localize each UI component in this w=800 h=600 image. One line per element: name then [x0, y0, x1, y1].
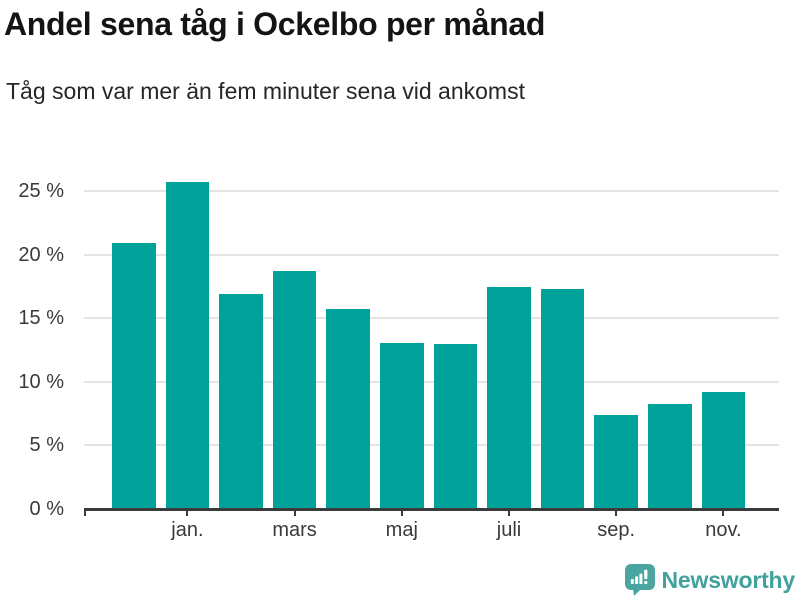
- bar-month-8: [487, 286, 531, 509]
- bar-month-5: [326, 309, 370, 509]
- bar-month-1: [112, 243, 156, 509]
- y-axis-labels: 0 % 5 % 10 % 15 % 20 % 25 %: [0, 0, 64, 600]
- brand-name: Newsworthy: [661, 567, 796, 593]
- x-axis-tick: [400, 510, 403, 516]
- gridline-20: [84, 253, 779, 256]
- y-axis-label: 25 %: [18, 180, 64, 203]
- x-axis-label: nov.: [705, 519, 742, 541]
- gridline-15: [84, 317, 779, 320]
- chart-title: Andel sena tåg i Ockelbo per månad: [4, 6, 546, 42]
- bar-month-6: [380, 342, 424, 509]
- bar-month-9: [540, 289, 585, 509]
- bar-month-11: [648, 403, 692, 509]
- bar-month-12: [701, 392, 746, 509]
- bar-month-10: [594, 414, 638, 509]
- x-axis-label: jan.: [171, 519, 204, 541]
- y-axis-label: 5 %: [29, 434, 64, 457]
- x-axis-line: [84, 507, 779, 511]
- x-axis-tick: [293, 510, 296, 516]
- x-axis-label: sep.: [597, 519, 636, 541]
- x-axis-tick: [186, 510, 189, 516]
- bar-month-4: [272, 271, 317, 509]
- x-axis-tick: [722, 510, 725, 516]
- y-axis-label: 20 %: [18, 243, 64, 266]
- newsworthy-logo-icon: [624, 564, 655, 596]
- bar-month-2: [165, 182, 210, 509]
- x-axis-tick: [508, 510, 510, 516]
- gridline-25: [84, 190, 779, 193]
- x-axis-label: maj: [385, 519, 418, 541]
- y-axis-label: 15 %: [18, 307, 64, 330]
- x-axis-label: mars: [272, 519, 317, 541]
- chart-subtitle: Tåg som var mer än fem minuter sena vid …: [6, 78, 525, 104]
- x-axis-label: juli: [496, 519, 522, 541]
- y-axis-label: 10 %: [18, 370, 64, 393]
- bar-month-7: [433, 343, 478, 509]
- bar-month-3: [219, 294, 263, 509]
- x-axis-origin-tick: [84, 510, 86, 516]
- x-axis-tick: [615, 510, 618, 516]
- brand-logo: Newsworthy: [624, 564, 796, 596]
- gridline-5: [84, 444, 779, 447]
- gridline-10: [84, 380, 779, 383]
- y-axis-label: 0 %: [29, 498, 64, 520]
- plot-area: jan. mars maj juli sep. nov.: [84, 162, 779, 541]
